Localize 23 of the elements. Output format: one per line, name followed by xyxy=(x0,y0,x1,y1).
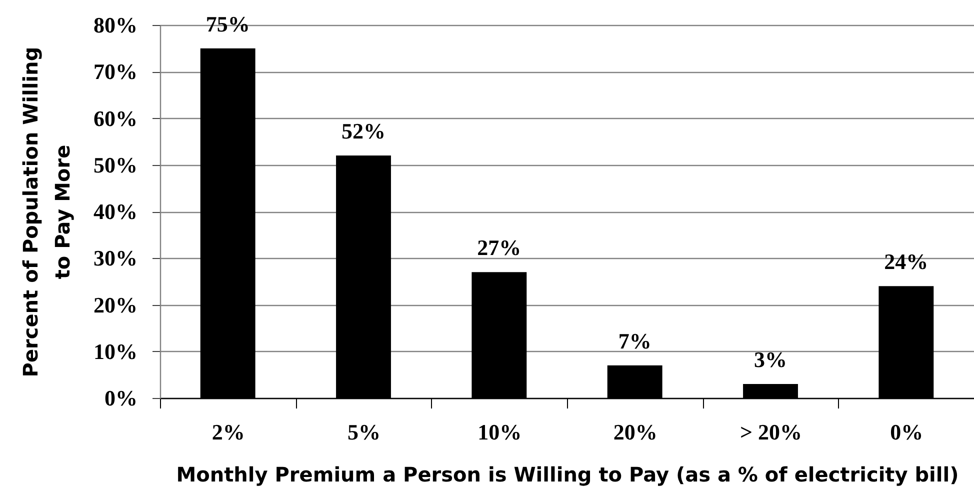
y-tick-label: 0% xyxy=(104,386,138,410)
y-axis-title: Percent of Population Willing to Pay More xyxy=(18,46,74,378)
y-tick-label: 40% xyxy=(94,199,138,224)
y-tick-label: 50% xyxy=(94,152,138,178)
data-label: 24% xyxy=(884,249,928,274)
y-tick-label: 20% xyxy=(94,292,138,318)
data-label: 52% xyxy=(342,118,386,144)
data-label: 27% xyxy=(477,235,522,260)
data-label: 3% xyxy=(754,347,787,372)
x-tick-label: 10% xyxy=(478,420,522,444)
data-label: 7% xyxy=(618,328,652,354)
data-label: 75% xyxy=(206,11,250,36)
x-tick-label: 20% xyxy=(613,420,658,444)
x-axis-title: Monthly Premium a Person is Willing to Pay (as a % of electricity bill) xyxy=(176,462,959,486)
y-tick-label: 70% xyxy=(94,59,138,84)
y-tick-label: 60% xyxy=(94,106,138,131)
y-tick-label: 10% xyxy=(94,338,138,364)
y-tick-label: 30% xyxy=(94,246,138,271)
x-tick-label: 2% xyxy=(212,420,245,444)
y-tick-label: 80% xyxy=(94,12,138,38)
x-tick-label: 0% xyxy=(890,420,924,444)
x-tick-label: 5% xyxy=(348,420,380,444)
x-tick-label: > 20% xyxy=(740,420,802,444)
